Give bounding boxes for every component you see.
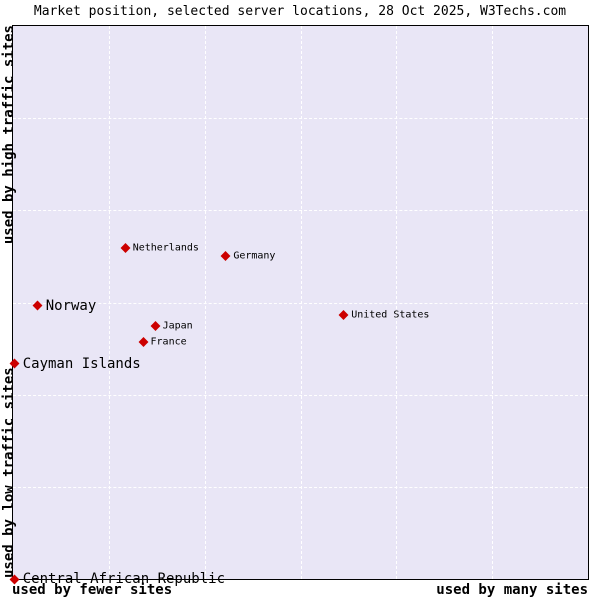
- data-point-netherlands[interactable]: Netherlands: [120, 242, 199, 254]
- data-point-france[interactable]: France: [138, 336, 187, 348]
- data-point-label: Norway: [45, 297, 97, 314]
- x-axis-label-fewer: used by fewer sites: [12, 582, 173, 598]
- diamond-marker-icon: [138, 336, 148, 347]
- diamond-marker-icon: [338, 310, 349, 321]
- diamond-marker-icon: [120, 242, 131, 253]
- data-point-label: Cayman Islands: [22, 355, 141, 372]
- data-point-label: Netherlands: [132, 242, 199, 254]
- y-axis-labels: used by low traffic sites used by high t…: [1, 25, 17, 578]
- chart-title: Market position, selected server locatio…: [33, 4, 567, 19]
- diamond-marker-icon: [220, 251, 231, 261]
- data-point-japan[interactable]: Japan: [150, 320, 193, 332]
- data-point-label: United States: [351, 309, 430, 321]
- y-axis-label-low: used by low traffic sites: [1, 367, 17, 578]
- gridline-horizontal: [13, 486, 588, 488]
- diamond-marker-icon: [32, 300, 43, 311]
- data-point-central-african-republic[interactable]: Central African Republic: [9, 571, 226, 587]
- gridline-vertical: [492, 26, 494, 579]
- x-axis-label-many: used by many sites: [436, 582, 588, 598]
- diamond-marker-icon: [150, 320, 161, 331]
- gridline-vertical: [396, 26, 398, 579]
- data-point-norway[interactable]: Norway: [32, 297, 97, 314]
- data-point-label: Germany: [233, 250, 276, 262]
- x-axis-labels: used by fewer sites used by many sites: [12, 582, 588, 598]
- data-point-cayman-islands[interactable]: Cayman Islands: [9, 355, 141, 372]
- plot-area: Netherlands Germany Norway Japan France Unite…: [9, 25, 589, 587]
- data-point-label: Central African Republic: [22, 571, 226, 587]
- gridline-horizontal: [13, 302, 588, 304]
- data-point-label: Japan: [162, 320, 193, 332]
- gridline-horizontal: [13, 394, 588, 396]
- diamond-marker-icon: [9, 574, 20, 584]
- data-point-united-states[interactable]: United States: [338, 309, 430, 321]
- data-point-label: France: [150, 336, 187, 348]
- data-point-germany[interactable]: Germany: [220, 250, 276, 262]
- diamond-marker-icon: [9, 358, 20, 369]
